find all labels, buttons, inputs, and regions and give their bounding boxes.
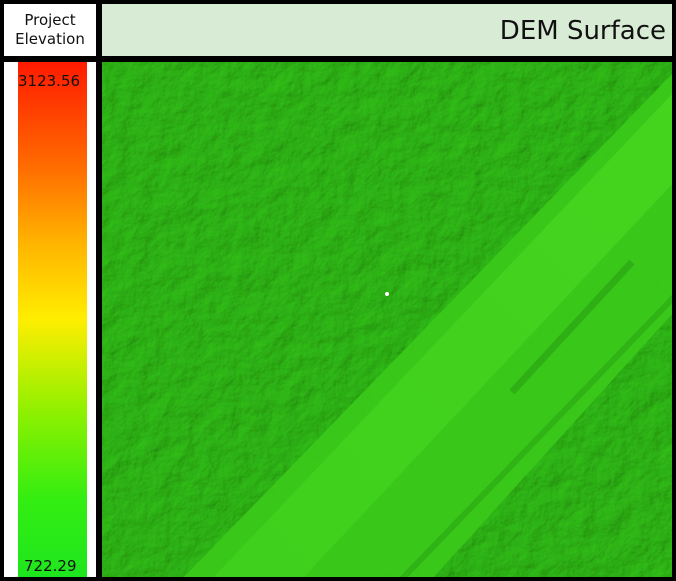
dem-surface-map[interactable] bbox=[101, 61, 673, 578]
legend-title-line1: Project bbox=[24, 11, 76, 29]
location-marker bbox=[385, 292, 389, 296]
legend-min-value: 722.29 bbox=[24, 557, 77, 575]
legend-title-box: Project Elevation bbox=[3, 3, 97, 57]
elevation-legend: 3123.56 722.29 bbox=[3, 61, 97, 578]
elevation-color-ramp bbox=[18, 62, 87, 577]
dem-surface-render bbox=[102, 62, 672, 577]
legend-max-value: 3123.56 bbox=[18, 72, 81, 90]
map-title: DEM Surface bbox=[499, 16, 666, 46]
map-header: DEM Surface bbox=[101, 3, 673, 57]
legend-title-line2: Elevation bbox=[15, 30, 85, 48]
